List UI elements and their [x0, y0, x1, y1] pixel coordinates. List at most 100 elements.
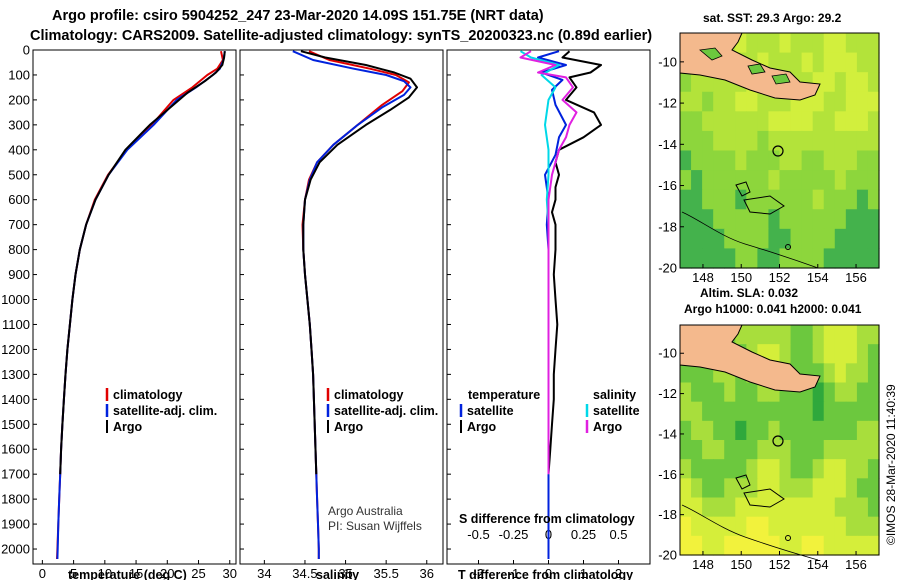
map-cell: [856, 420, 869, 441]
map-cell: [834, 459, 847, 479]
map-cell: [834, 497, 847, 518]
map-cell: [757, 497, 770, 518]
map-cell: [768, 111, 781, 132]
temperature-axis: 0 5 10 15 20 25 30: [39, 560, 237, 580]
map-cell: [845, 91, 858, 112]
map-cell: [757, 91, 770, 112]
map-cell: [680, 72, 692, 93]
map-cell: [691, 363, 703, 384]
map-cell: [790, 111, 803, 132]
x-tick-label: 15: [129, 566, 143, 580]
map-cell: [801, 228, 814, 250]
map-cell: [823, 459, 836, 479]
map-cell: [834, 111, 847, 132]
map-cell: [834, 420, 847, 441]
map-cell: [768, 516, 781, 537]
map-cell: [823, 111, 836, 132]
map-cell: [834, 72, 847, 93]
map-cell: [779, 478, 792, 499]
map-cell: [724, 91, 736, 112]
x-tick-label: 0: [545, 566, 552, 580]
map-cell: [680, 150, 692, 171]
x-tick-label: 0: [39, 566, 46, 580]
map-cell: [735, 420, 747, 441]
map-cell: [801, 325, 814, 345]
salinity-lines: [292, 50, 418, 559]
map-cell: [757, 228, 770, 250]
map-cell: [834, 52, 847, 73]
lon-tick-label: 152: [769, 557, 791, 572]
map-cell: [845, 325, 858, 345]
map-cell: [735, 459, 747, 479]
map-cell: [867, 228, 880, 250]
map-cell: [768, 33, 781, 54]
map-cell: [757, 382, 770, 403]
map-cell: [812, 401, 825, 422]
map-cell: [812, 72, 825, 93]
map-cell: [856, 189, 869, 210]
temperature-frame: [32, 49, 237, 565]
map-cell: [801, 91, 814, 112]
map-cell: [713, 478, 725, 499]
map-cell: [746, 248, 758, 269]
map-cell: [713, 111, 725, 132]
map-cell: [867, 440, 880, 460]
y-tick-label: 1900: [1, 517, 30, 532]
map-cell: [779, 228, 792, 250]
map-cell: [724, 130, 736, 152]
y-tick-label: 800: [8, 242, 30, 257]
sla-map-title-1: Altim. SLA: 0.032: [700, 286, 798, 300]
map-cell: [790, 150, 803, 171]
map-cell: [680, 382, 692, 403]
map-cell: [757, 440, 770, 460]
lon-tick-label: 150: [730, 557, 752, 572]
map-cell: [856, 516, 869, 537]
map-cell: [735, 228, 747, 250]
map-cell: [845, 130, 858, 152]
map-cell: [812, 209, 825, 230]
map-cell: [713, 248, 725, 269]
map-cell: [823, 91, 836, 112]
map-cell: [691, 401, 703, 422]
map-cell: [691, 209, 703, 230]
x-tick-label: 2: [615, 566, 622, 580]
map-cell: [834, 401, 847, 422]
map-cell: [790, 130, 803, 152]
map-cell: [823, 189, 836, 210]
map-cell: [702, 228, 714, 250]
map-cell: [735, 382, 747, 403]
lon-tick-label: 148: [692, 270, 714, 285]
salinity-axis: 34 34.5 35 35.5 36: [240, 49, 434, 580]
map-cell: [779, 209, 792, 230]
map-cell: [801, 497, 814, 518]
map-cell: [680, 516, 692, 537]
map-cell: [724, 111, 736, 132]
map-cell: [757, 478, 770, 499]
map-cell: [867, 459, 880, 479]
temperature-xlabel: temperature (deg C): [68, 568, 187, 580]
map-cell: [823, 401, 836, 422]
map-cell: [746, 440, 758, 460]
map-cell: [735, 150, 747, 171]
sst-map-panel: sat. SST: 29.3 Argo: 29.2 148 150 152 154 15…: [658, 11, 880, 285]
map-cell: [845, 189, 858, 210]
map-cell: [801, 440, 814, 460]
salinity-difference-axis: -0.5 -0.25 0 0.25 0.5: [467, 527, 627, 542]
map-cell: [702, 111, 714, 132]
sst-map-contour: [681, 211, 819, 269]
map-cell: [867, 401, 880, 422]
map-cell: [702, 130, 714, 152]
lon-tick-label: 156: [845, 270, 867, 285]
sla-map-land: [679, 324, 821, 393]
map-cell: [779, 33, 792, 54]
map-cell: [845, 382, 858, 403]
map-cell: [768, 478, 781, 499]
map-cell: [845, 535, 858, 556]
map-cell: [691, 440, 703, 460]
map-cell: [834, 344, 847, 364]
lat-tick-label: -20: [658, 548, 677, 563]
map-cell: [702, 478, 714, 499]
map-cell: [812, 478, 825, 499]
map-cell: [856, 91, 869, 112]
map-cell: [691, 91, 703, 112]
